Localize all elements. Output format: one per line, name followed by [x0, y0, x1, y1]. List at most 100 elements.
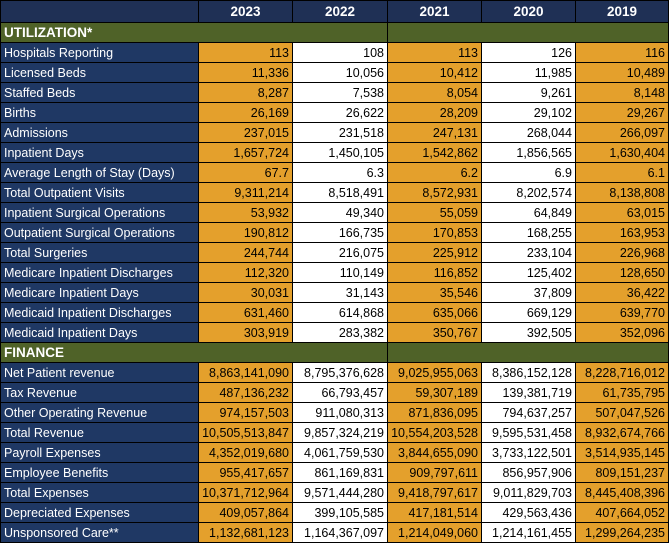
header-corner — [0, 0, 199, 23]
table-row: Staffed Beds 8,287 7,538 8,054 9,261 8,148 — [0, 82, 669, 103]
value-cell-2022: 9,857,324,219 — [292, 422, 388, 443]
value-cell-2020: 669,129 — [481, 302, 576, 323]
value-cell-2021: 225,912 — [387, 242, 482, 263]
row-label: Outpatient Surgical Operations — [0, 222, 199, 243]
row-label: Medicaid Inpatient Discharges — [0, 302, 199, 323]
value-cell-2022: 49,340 — [292, 202, 388, 223]
value-cell-2019: 61,735,795 — [575, 382, 669, 403]
row-label: Licensed Beds — [0, 62, 199, 83]
value-cell-2023: 4,352,019,680 — [198, 442, 293, 463]
value-cell-2022: 9,571,444,280 — [292, 482, 388, 503]
value-cell-2019: 809,151,237 — [575, 462, 669, 483]
value-cell-2019: 8,138,808 — [575, 182, 669, 203]
value-cell-2023: 113 — [198, 42, 293, 63]
value-cell-2023: 409,057,864 — [198, 502, 293, 523]
value-cell-2022: 108 — [292, 42, 388, 63]
value-cell-2020: 6.9 — [481, 162, 576, 183]
year-header-2019: 2019 — [575, 0, 669, 23]
value-cell-2023: 8,287 — [198, 82, 293, 103]
table-row: Medicaid Inpatient Days 303,919 283,382 350… — [0, 322, 669, 343]
value-cell-2023: 974,157,503 — [198, 402, 293, 423]
value-cell-2023: 1,657,724 — [198, 142, 293, 163]
value-cell-2021: 635,066 — [387, 302, 482, 323]
row-label: Tax Revenue — [0, 382, 199, 403]
value-cell-2020: 125,402 — [481, 262, 576, 283]
section-filler — [387, 22, 669, 43]
value-cell-2019: 639,770 — [575, 302, 669, 323]
value-cell-2022: 861,169,831 — [292, 462, 388, 483]
value-cell-2023: 487,136,232 — [198, 382, 293, 403]
header-row: 2023 2022 2021 2020 2019 — [0, 0, 669, 23]
year-header-2022: 2022 — [292, 0, 388, 23]
value-cell-2022: 26,622 — [292, 102, 388, 123]
value-cell-2020: 1,214,161,455 — [481, 522, 576, 543]
value-cell-2019: 1,299,264,235 — [575, 522, 669, 543]
section-header-row: UTILIZATION* — [0, 22, 669, 43]
value-cell-2019: 116 — [575, 42, 669, 63]
value-cell-2021: 909,797,611 — [387, 462, 482, 483]
value-cell-2021: 871,836,095 — [387, 402, 482, 423]
table-row: Licensed Beds 11,336 10,056 10,412 11,985 10,… — [0, 62, 669, 83]
value-cell-2019: 63,015 — [575, 202, 669, 223]
table-row: Outpatient Surgical Operations 190,812 166… — [0, 222, 669, 243]
value-cell-2019: 3,514,935,145 — [575, 442, 669, 463]
value-cell-2021: 170,853 — [387, 222, 482, 243]
value-cell-2020: 8,202,574 — [481, 182, 576, 203]
year-header-2023: 2023 — [198, 0, 293, 23]
table-row: Depreciated Expenses 409,057,864 399,105,5… — [0, 502, 669, 523]
value-cell-2019: 266,097 — [575, 122, 669, 143]
row-label: Unsponsored Care** — [0, 522, 199, 543]
row-label: Births — [0, 102, 199, 123]
value-cell-2020: 268,044 — [481, 122, 576, 143]
value-cell-2021: 9,025,955,063 — [387, 362, 482, 383]
value-cell-2022: 8,518,491 — [292, 182, 388, 203]
table-row: Tax Revenue 487,136,232 66,793,457 59,307,1… — [0, 382, 669, 403]
value-cell-2022: 7,538 — [292, 82, 388, 103]
value-cell-2023: 9,311,214 — [198, 182, 293, 203]
value-cell-2023: 244,744 — [198, 242, 293, 263]
value-cell-2020: 64,849 — [481, 202, 576, 223]
value-cell-2021: 1,214,049,060 — [387, 522, 482, 543]
value-cell-2019: 128,650 — [575, 262, 669, 283]
value-cell-2019: 407,664,052 — [575, 502, 669, 523]
value-cell-2022: 6.3 — [292, 162, 388, 183]
row-label: Medicare Inpatient Days — [0, 282, 199, 303]
row-label: Total Revenue — [0, 422, 199, 443]
value-cell-2023: 10,371,712,964 — [198, 482, 293, 503]
value-cell-2021: 28,209 — [387, 102, 482, 123]
table-row: Medicare Inpatient Discharges 112,320 110,… — [0, 262, 669, 283]
row-label: Hospitals Reporting — [0, 42, 199, 63]
value-cell-2023: 237,015 — [198, 122, 293, 143]
value-cell-2020: 794,637,257 — [481, 402, 576, 423]
row-label: Inpatient Days — [0, 142, 199, 163]
value-cell-2022: 8,795,376,628 — [292, 362, 388, 383]
value-cell-2023: 190,812 — [198, 222, 293, 243]
table-row: Inpatient Surgical Operations 53,932 49,34… — [0, 202, 669, 223]
section-title: UTILIZATION* — [0, 22, 388, 43]
value-cell-2020: 9,595,531,458 — [481, 422, 576, 443]
value-cell-2020: 126 — [481, 42, 576, 63]
value-cell-2023: 11,336 — [198, 62, 293, 83]
value-cell-2019: 8,445,408,396 — [575, 482, 669, 503]
table-row: Inpatient Days 1,657,724 1,450,105 1,542,86… — [0, 142, 669, 163]
value-cell-2022: 614,868 — [292, 302, 388, 323]
row-label: Admissions — [0, 122, 199, 143]
value-cell-2021: 35,546 — [387, 282, 482, 303]
value-cell-2019: 36,422 — [575, 282, 669, 303]
value-cell-2020: 11,985 — [481, 62, 576, 83]
value-cell-2020: 9,011,829,703 — [481, 482, 576, 503]
table-row: Net Patient revenue 8,863,141,090 8,795,37… — [0, 362, 669, 383]
value-cell-2020: 392,505 — [481, 322, 576, 343]
value-cell-2020: 429,563,436 — [481, 502, 576, 523]
table-row: Total Surgeries 244,744 216,075 225,912 233,… — [0, 242, 669, 263]
value-cell-2020: 9,261 — [481, 82, 576, 103]
value-cell-2019: 6.1 — [575, 162, 669, 183]
value-cell-2022: 4,061,759,530 — [292, 442, 388, 463]
value-cell-2021: 8,054 — [387, 82, 482, 103]
value-cell-2022: 283,382 — [292, 322, 388, 343]
row-label: Total Surgeries — [0, 242, 199, 263]
value-cell-2019: 507,047,526 — [575, 402, 669, 423]
value-cell-2021: 9,418,797,617 — [387, 482, 482, 503]
row-label: Medicare Inpatient Discharges — [0, 262, 199, 283]
